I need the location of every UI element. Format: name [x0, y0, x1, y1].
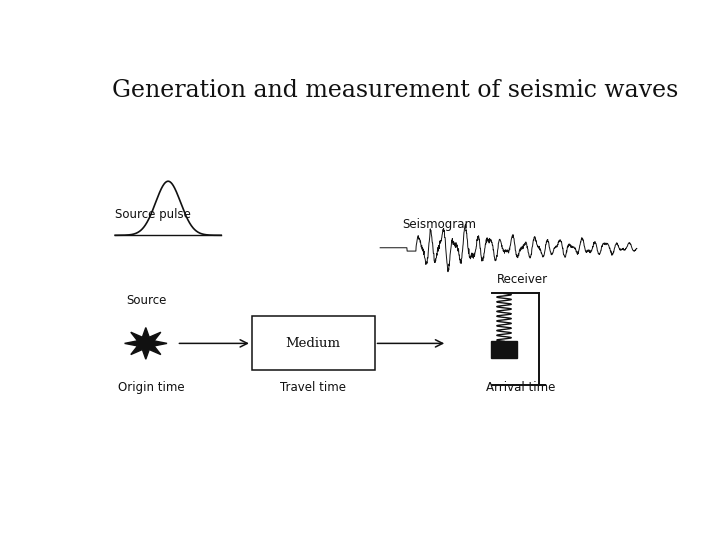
Text: Source pulse: Source pulse [115, 208, 191, 221]
Text: Source: Source [126, 294, 166, 307]
Text: Seismogram: Seismogram [402, 218, 477, 231]
Bar [490, 341, 518, 358]
Text: Medium: Medium [286, 337, 341, 350]
FancyArrowPatch shape [179, 340, 248, 347]
Text: Receiver: Receiver [498, 273, 549, 286]
Text: Origin time: Origin time [118, 381, 184, 394]
FancyArrowPatch shape [377, 340, 443, 347]
Text: Travel time: Travel time [280, 381, 346, 394]
Text: Arrival time: Arrival time [486, 381, 556, 394]
Bar [252, 316, 374, 370]
Text: Generation and measurement of seismic waves: Generation and measurement of seismic wa… [112, 79, 679, 103]
Polygon shape [125, 328, 167, 359]
